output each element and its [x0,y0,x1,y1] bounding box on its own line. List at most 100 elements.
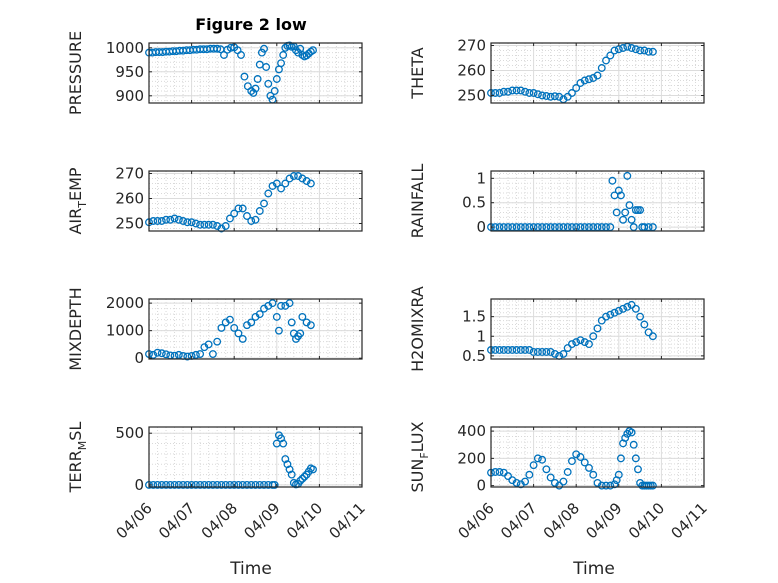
data-point [563,223,572,232]
data-point [576,336,585,345]
data-point [612,208,621,217]
data-point [606,51,615,60]
data-point [247,217,256,225]
y-axis-label-main: PRESSURE [66,31,85,115]
data-point [580,338,589,347]
data-point [183,218,192,227]
data-point [644,223,653,232]
data-point [508,86,517,95]
subplot-5: 0 1000 2000 MIXDEPTH [66,287,363,371]
data-point [230,209,239,218]
axes-background [149,43,362,103]
data-point [593,324,602,333]
data-point [277,59,286,68]
data-point [174,215,183,224]
data-point [504,87,512,96]
data-point [619,304,628,313]
data-point [627,428,636,437]
data-point [200,220,209,229]
y-axis-label: MIXDEPTH [66,287,85,370]
y-axis-label-suffix: EMP [66,167,85,201]
data-point [567,457,576,466]
data-point [585,223,593,232]
data-point [495,468,504,476]
data-point [281,179,290,188]
axes-box [148,170,363,232]
y-tick-label: 400 [457,422,486,440]
data-point [546,473,555,482]
data-point [217,323,226,332]
data-point [153,480,162,489]
data-point [302,177,311,185]
axes-box [490,42,705,104]
data-point [274,326,283,335]
data-point [512,478,521,487]
data-point [640,46,649,55]
data-point [516,86,525,95]
data-point [157,480,166,489]
data-point [306,179,315,188]
data-point [525,89,534,97]
y-tick-label: 0.5 [462,194,486,212]
data-point [204,220,213,229]
y-axis-label-main: H2OMIXRA [408,286,427,372]
data-point [576,79,585,87]
data-point [200,480,209,489]
data-point [221,222,230,230]
data-point [309,465,317,474]
data-point [627,215,636,224]
data-point [580,458,589,467]
data-point [608,176,617,185]
data-point [187,218,196,227]
y-tick-label: 0 [134,349,144,367]
data-point [495,346,504,354]
data-point [559,349,568,358]
y-tick-label: 1000 [106,322,144,340]
data-point [508,346,517,354]
data-point [580,223,589,232]
data-point [179,480,188,489]
x-tick-label: 04/06 [113,499,156,542]
data-point [253,75,262,83]
y-tick-label: 2000 [106,294,144,312]
data-point [627,300,636,309]
data-point [268,299,277,308]
data-point [616,454,625,463]
data-point [538,347,547,356]
data-point [644,47,653,56]
data-point [648,332,657,341]
y-tick-label: 270 [457,37,486,55]
data-point [277,184,286,193]
data-point [623,171,632,180]
data-point [149,217,158,225]
data-point [260,199,268,208]
data-point [589,223,598,232]
data-point [546,92,555,101]
y-axis-label-suffix: LUX [408,421,427,452]
data-point [572,84,581,92]
y-tick-label: 900 [115,87,144,105]
data-point [636,46,645,55]
data-point [512,346,521,354]
y-axis-label-main: THETA [408,47,427,99]
data-point [196,350,205,358]
y-axis-label: SUNFLUX [408,421,431,492]
data-point [187,480,196,489]
data-point [636,312,645,321]
data-point [208,480,217,489]
data-point [296,476,305,485]
y-axis-label-main: MIXDEPTH [66,287,85,370]
data-point [602,312,610,321]
data-point [550,349,559,358]
y-axis-label: THETA [408,47,427,99]
data-point [495,89,504,97]
data-point [149,350,158,359]
data-point [512,223,521,232]
data-point [559,477,568,486]
data-point [634,465,642,474]
data-point [237,51,245,59]
y-tick-label: 0 [476,218,486,236]
data-point [512,86,521,95]
y-tick-label: 0 [476,477,486,495]
data-point [629,440,638,449]
